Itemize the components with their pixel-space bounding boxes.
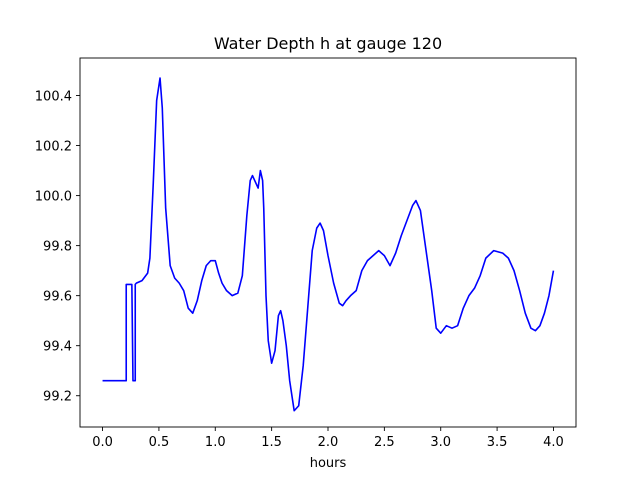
chart-title: Water Depth h at gauge 120 <box>214 34 442 53</box>
y-tick-label: 99.4 <box>43 340 72 355</box>
x-tick-label: 1.0 <box>205 435 226 450</box>
x-tick-label: 0.5 <box>149 435 170 450</box>
plot-area: 0.0 0.5 1.0 1.5 2.0 2.5 3.0 3.5 4.0 99.2 99.4 99.6 9… <box>35 57 577 450</box>
x-axis-label: hours <box>310 456 347 471</box>
y-tick-label: 100.2 <box>35 140 72 155</box>
y-tick-label: 99.6 <box>43 290 72 305</box>
x-tick-label: 3.0 <box>430 435 451 450</box>
x-tick-label: 4.0 <box>543 435 564 450</box>
y-tick-label: 99.2 <box>43 390 72 405</box>
x-tick-label: 0.0 <box>92 435 113 450</box>
plot-frame <box>79 57 577 428</box>
x-tick-label: 2.0 <box>318 435 339 450</box>
y-tick-label: 100.0 <box>35 190 72 205</box>
x-tick-label: 3.5 <box>487 435 508 450</box>
x-tick-label: 1.5 <box>261 435 282 450</box>
y-tick-label: 100.4 <box>35 90 72 105</box>
x-tick-label: 2.5 <box>374 435 395 450</box>
y-tick-label: 99.8 <box>43 240 72 255</box>
series-line-0 <box>102 77 555 412</box>
